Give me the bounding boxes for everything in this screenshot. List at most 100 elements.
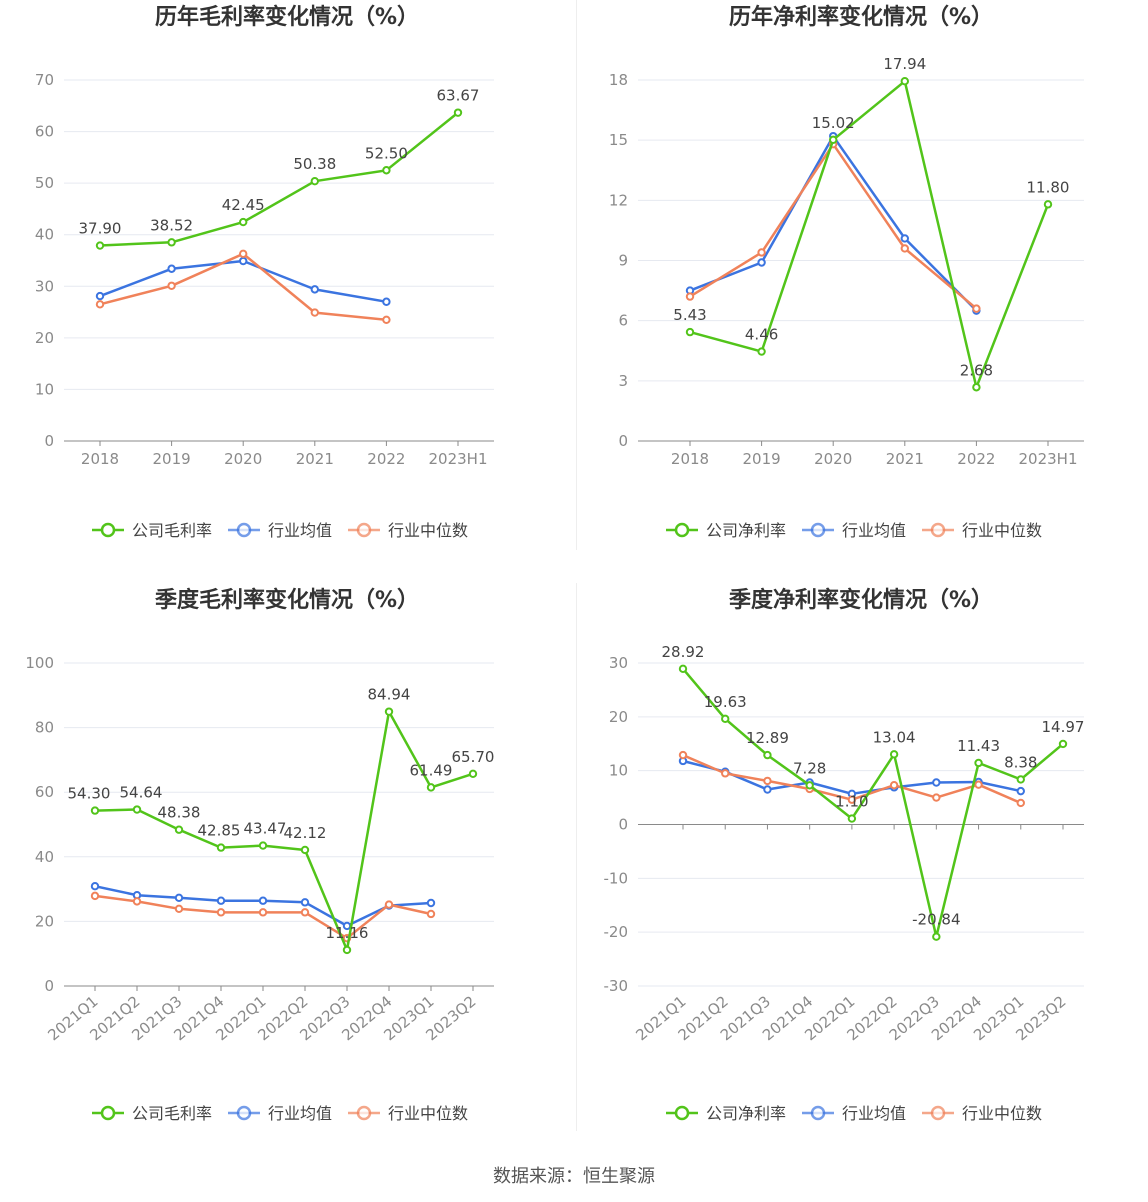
data-point-avg[interactable] [426, 898, 436, 908]
data-point-company[interactable] [258, 841, 268, 850]
y-tick-label: 60 [35, 123, 54, 141]
data-point-company[interactable] [342, 945, 352, 955]
data-point-company[interactable] [889, 750, 899, 759]
data-point-median[interactable] [382, 315, 391, 325]
data-point-median[interactable] [763, 776, 772, 786]
data-point-median[interactable] [310, 308, 319, 317]
legend-item-median[interactable]: 行业中位数 [348, 1104, 468, 1123]
data-point-company[interactable] [382, 166, 391, 175]
data-point-company[interactable] [721, 714, 730, 724]
data-point-median[interactable] [167, 281, 176, 290]
legend-item-avg[interactable]: 行业均值 [228, 1104, 332, 1123]
data-point-avg[interactable] [167, 264, 176, 273]
data-label: 37.90 [79, 220, 122, 238]
data-point-avg[interactable] [757, 258, 766, 267]
data-point-avg[interactable] [763, 785, 772, 794]
data-point-company[interactable] [757, 347, 766, 356]
data-point-company[interactable] [805, 781, 814, 790]
data-point-avg[interactable] [258, 896, 268, 905]
data-point-company[interactable] [167, 238, 176, 247]
data-point-median[interactable] [721, 769, 730, 778]
data-point-median[interactable] [1016, 798, 1025, 808]
data-point-median[interactable] [426, 909, 436, 919]
data-point-company[interactable] [216, 843, 226, 852]
chart-title: 历年净利率变化情况（%） [729, 4, 993, 30]
data-point-avg[interactable] [174, 893, 184, 903]
data-point-median[interactable] [132, 897, 142, 906]
data-point-company[interactable] [239, 217, 248, 227]
data-point-avg[interactable] [1016, 786, 1025, 796]
data-point-company[interactable] [468, 769, 478, 778]
data-point-avg[interactable] [382, 297, 391, 306]
data-point-median[interactable] [889, 781, 899, 790]
data-point-company[interactable] [310, 176, 319, 186]
data-point-company[interactable] [426, 783, 436, 792]
legend-item-avg[interactable]: 行业均值 [802, 521, 906, 540]
data-point-company[interactable] [300, 845, 310, 855]
data-point-median[interactable] [932, 793, 941, 802]
legend-marker [236, 522, 252, 538]
series-line-median [689, 142, 978, 310]
data-point-company[interactable] [1058, 739, 1068, 749]
data-point-median[interactable] [300, 908, 310, 917]
data-point-median[interactable] [95, 300, 105, 309]
legend-item-median[interactable]: 行业中位数 [922, 521, 1042, 540]
y-tick-label: -30 [604, 977, 629, 995]
data-point-avg[interactable] [239, 256, 248, 266]
data-point-company[interactable] [932, 932, 941, 941]
data-point-median[interactable] [174, 904, 184, 914]
data-point-median[interactable] [384, 900, 394, 909]
data-point-company[interactable] [453, 108, 463, 117]
data-point-avg[interactable] [310, 285, 319, 294]
data-point-median[interactable] [678, 750, 688, 760]
data-point-company[interactable] [763, 750, 772, 760]
data-point-company[interactable] [678, 664, 688, 674]
data-point-median[interactable] [757, 248, 766, 257]
legend-item-company[interactable]: 公司毛利率 [92, 1104, 212, 1123]
data-point-company[interactable] [1016, 775, 1025, 784]
legend-item-company[interactable]: 公司净利率 [666, 521, 786, 540]
data-point-company[interactable] [974, 758, 983, 768]
data-point-median[interactable] [974, 780, 983, 789]
data-label: 63.67 [437, 87, 480, 105]
data-label: 13.04 [873, 728, 916, 746]
data-point-company[interactable] [384, 707, 394, 716]
legend-item-median[interactable]: 行业中位数 [348, 521, 468, 540]
data-label: 28.92 [662, 643, 705, 661]
data-point-company[interactable] [900, 77, 909, 86]
data-point-company[interactable] [829, 135, 838, 144]
data-point-median[interactable] [685, 292, 695, 301]
data-point-company[interactable] [90, 806, 100, 815]
data-label: 2.68 [960, 361, 993, 379]
data-point-median[interactable] [239, 249, 248, 258]
x-tick-label: 2018 [81, 450, 119, 468]
legend-item-avg[interactable]: 行业均值 [228, 521, 332, 540]
data-point-avg[interactable] [90, 881, 100, 891]
data-point-avg[interactable] [900, 234, 909, 243]
y-tick-label: 12 [609, 191, 628, 209]
data-point-company[interactable] [847, 814, 857, 823]
data-point-median[interactable] [972, 304, 981, 313]
data-point-median[interactable] [900, 244, 909, 253]
legend-item-median[interactable]: 行业中位数 [922, 1104, 1042, 1123]
legend-item-avg[interactable]: 行业均值 [802, 1104, 906, 1123]
y-tick-label: 18 [609, 71, 628, 89]
legend-marker [236, 1105, 252, 1121]
data-point-company[interactable] [95, 241, 105, 250]
data-point-median[interactable] [847, 795, 857, 804]
data-point-company[interactable] [972, 383, 981, 392]
legend-item-company[interactable]: 公司净利率 [666, 1104, 786, 1123]
data-point-avg[interactable] [216, 896, 226, 905]
data-point-company[interactable] [174, 825, 184, 834]
data-point-company[interactable] [685, 327, 695, 337]
data-point-median[interactable] [258, 908, 268, 917]
data-point-avg[interactable] [95, 291, 105, 301]
legend-item-company[interactable]: 公司毛利率 [92, 521, 212, 540]
data-point-avg[interactable] [932, 778, 941, 787]
data-point-company[interactable] [1043, 200, 1053, 209]
data-point-avg[interactable] [300, 898, 310, 907]
y-tick-label: 30 [35, 277, 54, 295]
data-point-company[interactable] [132, 805, 142, 814]
data-point-median[interactable] [90, 891, 100, 901]
data-point-median[interactable] [216, 908, 226, 917]
